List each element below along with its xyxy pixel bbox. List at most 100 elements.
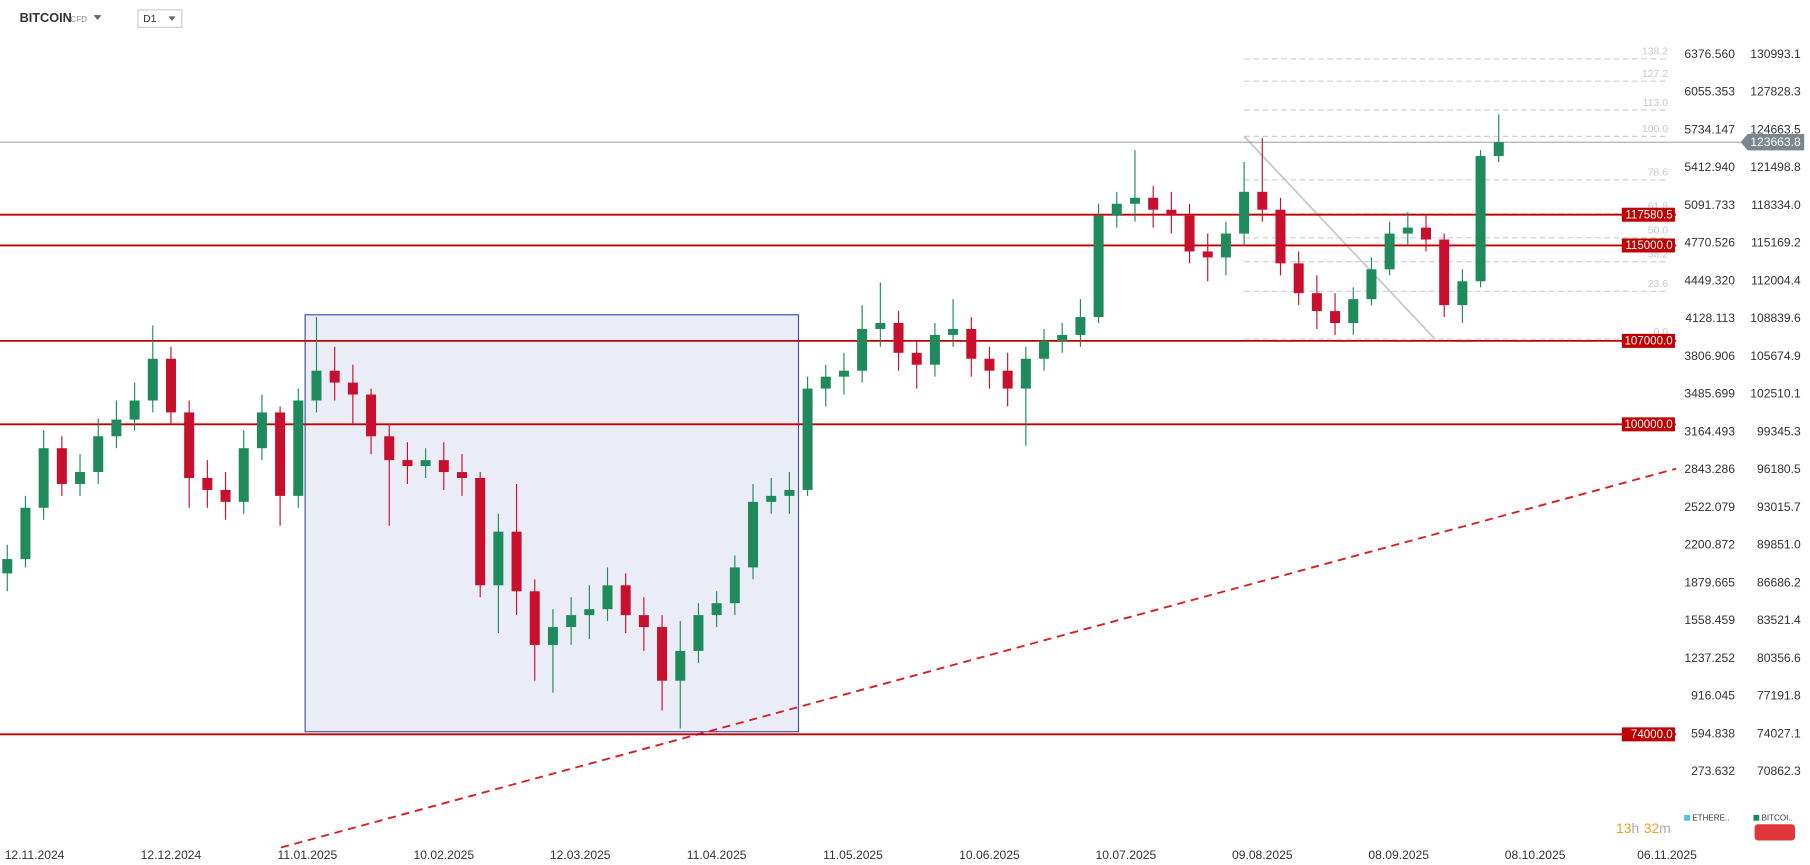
candle-body xyxy=(875,322,886,329)
candle-body xyxy=(693,615,704,651)
candle-body xyxy=(56,448,67,484)
candle-body xyxy=(20,507,31,560)
y2-tick-label: 4128.113 xyxy=(1685,311,1735,325)
candle-body xyxy=(347,382,358,395)
y2-tick-label: 1879.665 xyxy=(1684,575,1735,589)
timeframe-box[interactable] xyxy=(137,9,183,28)
candle-body xyxy=(1348,299,1359,323)
y-tick-label: 80356.6 xyxy=(1757,651,1801,665)
level-label: 117580.5 xyxy=(1625,208,1672,221)
fib-label: 100.0 xyxy=(1642,124,1668,135)
symbol: BITCOIN xyxy=(20,10,72,25)
candle-body xyxy=(147,358,158,401)
x-tick-label: 06.11.2025 xyxy=(1637,848,1697,862)
candle-body xyxy=(1330,311,1341,323)
candle-body xyxy=(511,531,522,592)
candle-body xyxy=(493,531,504,586)
timeframe-dropdown[interactable] xyxy=(168,16,176,21)
candle-body xyxy=(329,370,340,383)
y2-tick-label: 1558.459 xyxy=(1684,613,1735,627)
candle-body xyxy=(420,460,431,467)
current-price-label: 123663.8 xyxy=(1750,135,1801,149)
y2-tick-label: 5412.940 xyxy=(1684,160,1735,174)
candle-body xyxy=(1202,251,1213,258)
level-tag xyxy=(1621,238,1675,253)
candle-body xyxy=(711,603,722,616)
candle-body xyxy=(802,388,813,490)
candle-body xyxy=(1220,233,1231,258)
y-tick-label: 93015.7 xyxy=(1757,500,1801,514)
candle-body xyxy=(238,448,249,502)
x-tick-label: 08.09.2025 xyxy=(1368,848,1429,862)
current-price-tag xyxy=(1740,134,1805,151)
y2-tick-label: 273.632 xyxy=(1691,764,1735,778)
y-tick-label: 121498.8 xyxy=(1750,160,1801,174)
legend-label: BITCOI.. xyxy=(1762,813,1793,822)
candle-body xyxy=(384,436,395,461)
candle-body xyxy=(256,412,267,449)
red-button[interactable] xyxy=(1754,824,1795,841)
level-tag xyxy=(1621,417,1675,432)
fib-label: 78.6 xyxy=(1648,168,1668,179)
y2-tick-label: 2843.286 xyxy=(1684,462,1735,476)
candle-body xyxy=(311,370,322,401)
y-tick-label: 112004.4 xyxy=(1751,273,1801,287)
y-tick-label: 96180.5 xyxy=(1757,462,1801,476)
y2-tick-label: 1237.252 xyxy=(1684,651,1735,665)
candle-body xyxy=(929,334,940,365)
candle-body xyxy=(1439,239,1450,306)
candle-body xyxy=(766,495,777,502)
candle-body xyxy=(748,501,759,568)
symbol-dropdown[interactable] xyxy=(93,15,102,20)
candle-body xyxy=(584,609,595,616)
y2-tick-label: 2522.079 xyxy=(1684,500,1735,514)
candle-body xyxy=(820,376,831,389)
y-tick-label: 108839.6 xyxy=(1750,311,1801,325)
candle-body xyxy=(1293,263,1304,294)
fib-label: 0.0 xyxy=(1654,327,1669,338)
level-label: 107000.0 xyxy=(1625,334,1673,347)
candle-body xyxy=(1402,227,1413,234)
candle-body xyxy=(1166,209,1177,216)
y2-tick-label: 6376.560 xyxy=(1684,47,1735,61)
candle-body xyxy=(202,478,213,490)
candle-body xyxy=(1457,281,1468,306)
y-tick-label: 70862.3 xyxy=(1757,764,1801,778)
fib-label: 61.8 xyxy=(1648,202,1668,213)
candle-body xyxy=(620,585,631,616)
y2-tick-label: 4770.526 xyxy=(1684,236,1735,250)
candle-body xyxy=(911,352,922,365)
fib-label: 23.6 xyxy=(1648,279,1668,290)
candle-body xyxy=(1039,340,1050,359)
y-tick-label: 115169.2 xyxy=(1751,236,1801,250)
candle-body xyxy=(2,559,13,574)
y-tick-label: 86686.2 xyxy=(1757,575,1801,589)
candle-body xyxy=(657,627,668,681)
candle-body xyxy=(547,627,558,645)
candle-body xyxy=(893,322,904,353)
y-tick-label: 74027.1 xyxy=(1757,726,1801,740)
y-tick-label: 105674.9 xyxy=(1750,349,1801,363)
candle-body xyxy=(948,328,959,335)
range-box xyxy=(304,314,800,733)
candle-body xyxy=(1057,334,1068,341)
candle-body xyxy=(1475,156,1486,282)
fib-label: 38.2 xyxy=(1648,249,1668,260)
candle-body xyxy=(1184,215,1195,252)
candle-body xyxy=(111,419,122,437)
candle-body xyxy=(838,370,849,377)
x-tick-label: 09.08.2025 xyxy=(1232,848,1293,862)
countdown: 13h 32m xyxy=(1616,819,1671,835)
x-tick-label: 10.06.2025 xyxy=(959,848,1020,862)
x-tick-label: 08.10.2025 xyxy=(1505,848,1566,862)
y-tick-label: 99345.3 xyxy=(1757,424,1801,438)
candle-body xyxy=(475,478,486,586)
timeframe: D1 xyxy=(143,14,156,25)
candle-body xyxy=(1366,269,1377,300)
candle-body xyxy=(402,460,413,467)
candle-body xyxy=(293,400,304,496)
legend-swatch xyxy=(1684,814,1690,821)
candle-body xyxy=(438,460,449,473)
level-tag xyxy=(1621,333,1675,348)
